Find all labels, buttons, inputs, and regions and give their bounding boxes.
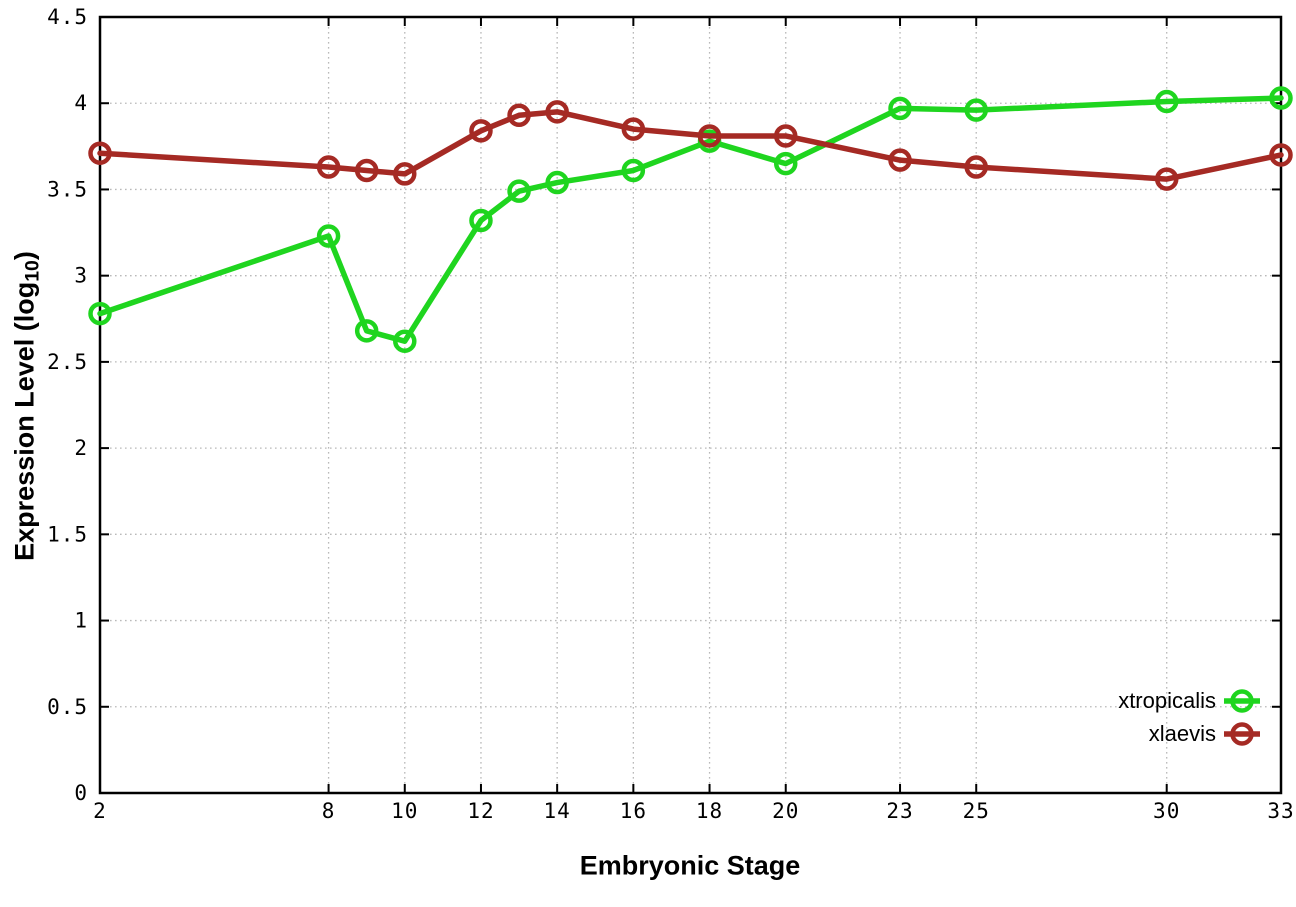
data-point-xlaevis-stage-13 bbox=[507, 103, 531, 128]
data-point-xlaevis-stage-8 bbox=[316, 155, 341, 179]
data-point-xtropicalis-stage-9 bbox=[354, 319, 379, 343]
x-tick-label: 16 bbox=[620, 799, 647, 823]
series-line-xlaevis bbox=[97, 109, 1284, 182]
x-tick-label: 33 bbox=[1267, 799, 1294, 823]
x-tick-label: 12 bbox=[467, 799, 494, 823]
y-tick-label: 3.5 bbox=[47, 177, 88, 201]
x-axis-title: Embryonic Stage bbox=[579, 850, 801, 881]
legend-marker-xlaevis bbox=[1230, 722, 1254, 746]
x-tick-label: 8 bbox=[322, 799, 336, 823]
y-axis-title-end: ) bbox=[9, 251, 40, 261]
data-point-xlaevis-stage-9 bbox=[354, 158, 379, 183]
y-tick-label: 0.5 bbox=[47, 695, 88, 719]
data-point-xtropicalis-stage-13 bbox=[507, 179, 531, 203]
y-tick-label: 4.5 bbox=[47, 5, 88, 29]
data-point-xtropicalis-stage-8 bbox=[316, 224, 341, 248]
y-tick-label: 2 bbox=[74, 436, 88, 460]
data-point-xlaevis-stage-23 bbox=[888, 148, 912, 172]
data-point-xtropicalis-stage-16 bbox=[621, 158, 646, 183]
y-tick-label: 0 bbox=[74, 781, 88, 805]
data-point-xlaevis-stage-20 bbox=[773, 124, 798, 148]
data-point-xtropicalis-stage-20 bbox=[773, 151, 798, 176]
plot-border bbox=[98, 15, 1283, 795]
x-tick-label: 10 bbox=[391, 799, 418, 823]
data-point-xtropicalis-stage-30 bbox=[1154, 89, 1179, 114]
data-point-xlaevis-stage-12 bbox=[469, 119, 493, 143]
data-point-xlaevis-stage-10 bbox=[393, 162, 417, 186]
y-tick-label: 2.5 bbox=[47, 350, 88, 374]
y-tick-label: 3 bbox=[74, 264, 88, 288]
data-point-xtropicalis-stage-10 bbox=[393, 329, 417, 353]
y-axis-title-main: Expression Level (log bbox=[9, 281, 40, 561]
data-point-xlaevis-stage-14 bbox=[545, 100, 569, 124]
y-tick-label: 4 bbox=[74, 91, 88, 115]
legend-label-xlaevis: xlaevis bbox=[1149, 721, 1216, 746]
data-point-xtropicalis-stage-33 bbox=[1269, 86, 1293, 110]
y-tick-label: 1 bbox=[74, 609, 88, 633]
data-point-xlaevis-stage-33 bbox=[1269, 143, 1293, 167]
x-tick-label: 23 bbox=[886, 799, 913, 823]
data-point-xtropicalis-stage-23 bbox=[888, 96, 912, 121]
series-line-xtropicalis bbox=[97, 95, 1284, 344]
data-point-xlaevis-stage-30 bbox=[1154, 167, 1179, 191]
data-point-xtropicalis-stage-14 bbox=[545, 170, 569, 195]
y-tick-label: 1.5 bbox=[47, 522, 88, 546]
legend-label-xtropicalis: xtropicalis bbox=[1118, 688, 1216, 713]
data-point-xlaevis-stage-2 bbox=[88, 141, 112, 165]
x-tick-label: 20 bbox=[772, 799, 799, 823]
data-point-xlaevis-stage-16 bbox=[621, 117, 646, 141]
data-point-xtropicalis-stage-25 bbox=[964, 98, 988, 122]
x-tick-label: 30 bbox=[1153, 799, 1180, 823]
data-point-xlaevis-stage-25 bbox=[964, 155, 988, 179]
legend-marker-xtropicalis bbox=[1230, 689, 1254, 713]
x-tick-label: 2 bbox=[93, 799, 107, 823]
data-point-xlaevis-stage-18 bbox=[697, 124, 722, 148]
x-tick-label: 14 bbox=[544, 799, 571, 823]
x-tick-label: 25 bbox=[963, 799, 990, 823]
data-point-xtropicalis-stage-2 bbox=[88, 301, 112, 326]
y-axis-title-subscript: 10 bbox=[21, 260, 44, 282]
x-tick-label: 18 bbox=[696, 799, 723, 823]
y-axis-title: Expression Level (log10) bbox=[9, 251, 44, 561]
data-point-xtropicalis-stage-12 bbox=[469, 208, 493, 233]
